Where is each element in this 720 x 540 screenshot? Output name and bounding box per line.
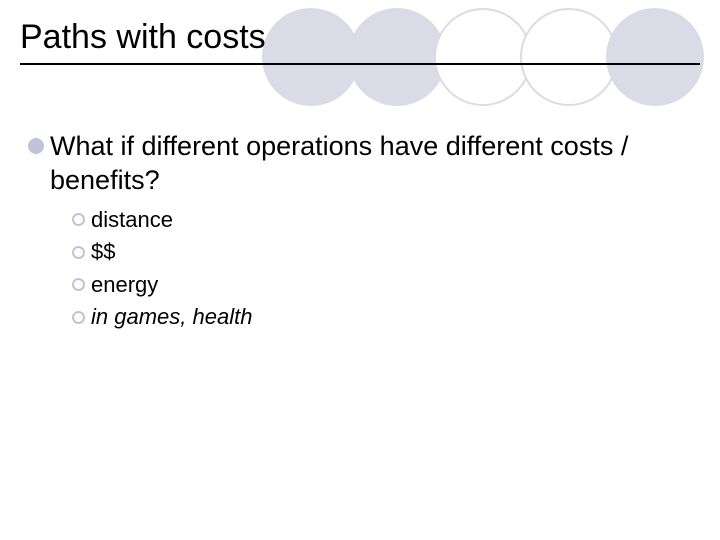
bullet-text: What if different operations have differ…: [50, 130, 692, 198]
bullet-level2: energy: [72, 271, 692, 300]
title-area: Paths with costs: [20, 18, 700, 65]
slide-title: Paths with costs: [20, 18, 700, 57]
bullet-text: energy: [91, 271, 158, 300]
bullet-marker-hollow: [72, 213, 85, 226]
bullet-marker-hollow: [72, 278, 85, 291]
bullet-text: in games, health: [91, 303, 252, 332]
bullet-level2: $$: [72, 238, 692, 267]
bullet-marker-hollow: [72, 246, 85, 259]
bullet-text: distance: [91, 206, 173, 235]
bullet-level2: in games, health: [72, 303, 692, 332]
bullet-marker-hollow: [72, 311, 85, 324]
sub-bullet-list: distance $$ energy in games, health: [72, 206, 692, 332]
content-area: What if different operations have differ…: [28, 130, 692, 336]
bullet-level2: distance: [72, 206, 692, 235]
bullet-text: $$: [91, 238, 115, 267]
bullet-marker-filled: [28, 138, 44, 154]
bullet-level1: What if different operations have differ…: [28, 130, 692, 198]
title-rule: [20, 63, 700, 65]
